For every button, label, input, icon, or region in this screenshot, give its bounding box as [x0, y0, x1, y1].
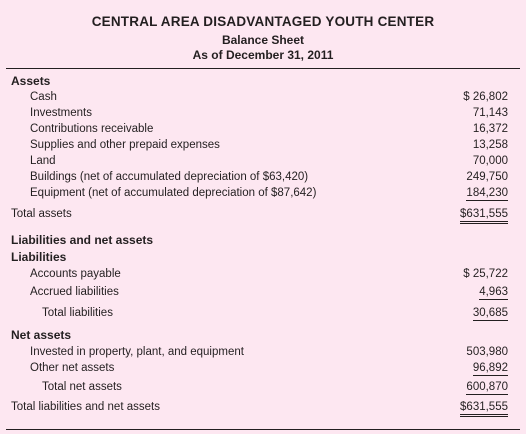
- total-liabilities-row: Total liabilities 30,685: [0, 307, 526, 322]
- table-row: Accrued liabilities 4,963: [0, 286, 526, 301]
- total-net-assets-row: Total net assets 600,870: [0, 381, 526, 396]
- table-row: Buildings (net of accumulated depreciati…: [0, 171, 526, 186]
- row-label: Total liabilities: [42, 307, 113, 319]
- table-row: Land 70,000: [0, 155, 526, 170]
- row-value: 16,372: [472, 123, 508, 135]
- assets-heading: Assets: [11, 74, 51, 88]
- total-liabilities-net-assets-row: Total liabilities and net assets $631,55…: [0, 401, 526, 417]
- liabilities-heading-row: Liabilities: [0, 250, 526, 265]
- row-value: 71,143: [472, 107, 508, 119]
- liabilities-heading: Liabilities: [11, 250, 67, 264]
- row-label: Total liabilities and net assets: [11, 401, 160, 413]
- row-value: 70,000: [472, 155, 508, 167]
- total-liabilities-net-assets-value: $631,555: [460, 401, 508, 417]
- table-row: Other net assets 96,892: [0, 362, 526, 377]
- net-assets-heading-row: Net assets: [0, 328, 526, 343]
- total-assets-value: $631,555: [460, 208, 508, 224]
- row-label: Other net assets: [30, 362, 115, 374]
- row-label: Invested in property, plant, and equipme…: [30, 346, 244, 358]
- row-label: Equipment (net of accumulated depreciati…: [30, 187, 317, 199]
- row-label: Total net assets: [42, 381, 122, 393]
- row-value: $ 25,722: [463, 268, 508, 280]
- row-label: Supplies and other prepaid expenses: [30, 139, 220, 151]
- row-value: 503,980: [466, 346, 508, 358]
- table-row: Accounts payable $ 25,722: [0, 268, 526, 283]
- top-rule: [6, 68, 520, 69]
- table-row: Supplies and other prepaid expenses 13,2…: [0, 139, 526, 154]
- row-value: 96,892: [472, 362, 508, 376]
- row-label: Cash: [30, 91, 57, 103]
- row-value: $ 26,802: [463, 91, 508, 103]
- row-value: 4,963: [479, 286, 508, 300]
- net-assets-heading: Net assets: [11, 328, 72, 342]
- row-value: 13,258: [472, 139, 508, 151]
- row-label: Accrued liabilities: [30, 286, 119, 298]
- table-row: Equipment (net of accumulated depreciati…: [0, 187, 526, 202]
- table-row: Contributions receivable 16,372: [0, 123, 526, 138]
- row-label: Buildings (net of accumulated depreciati…: [30, 171, 309, 183]
- statement-date: As of December 31, 2011: [192, 48, 334, 62]
- statement-title: Balance Sheet: [221, 33, 305, 47]
- row-value: 184,230: [466, 187, 508, 201]
- assets-heading-row: Assets: [0, 74, 526, 89]
- total-assets-row: Total assets $631,555: [0, 208, 526, 224]
- bottom-rule: [6, 429, 520, 430]
- liabilities-net-assets-heading-row: Liabilities and net assets: [0, 233, 526, 248]
- row-label: Total assets: [11, 208, 72, 220]
- row-label: Land: [30, 155, 56, 167]
- total-net-assets-value: 600,870: [466, 381, 508, 395]
- organization-name: CENTRAL AREA DISADVANTAGED YOUTH CENTER: [91, 14, 435, 29]
- table-row: Invested in property, plant, and equipme…: [0, 346, 526, 361]
- row-value: 249,750: [466, 171, 508, 183]
- liabilities-net-assets-heading: Liabilities and net assets: [11, 233, 154, 247]
- table-row: Cash $ 26,802: [0, 91, 526, 106]
- row-label: Contributions receivable: [30, 123, 154, 135]
- row-label: Accounts payable: [30, 268, 121, 280]
- table-row: Investments 71,143: [0, 107, 526, 122]
- total-liabilities-value: 30,685: [472, 307, 508, 321]
- row-label: Investments: [30, 107, 92, 119]
